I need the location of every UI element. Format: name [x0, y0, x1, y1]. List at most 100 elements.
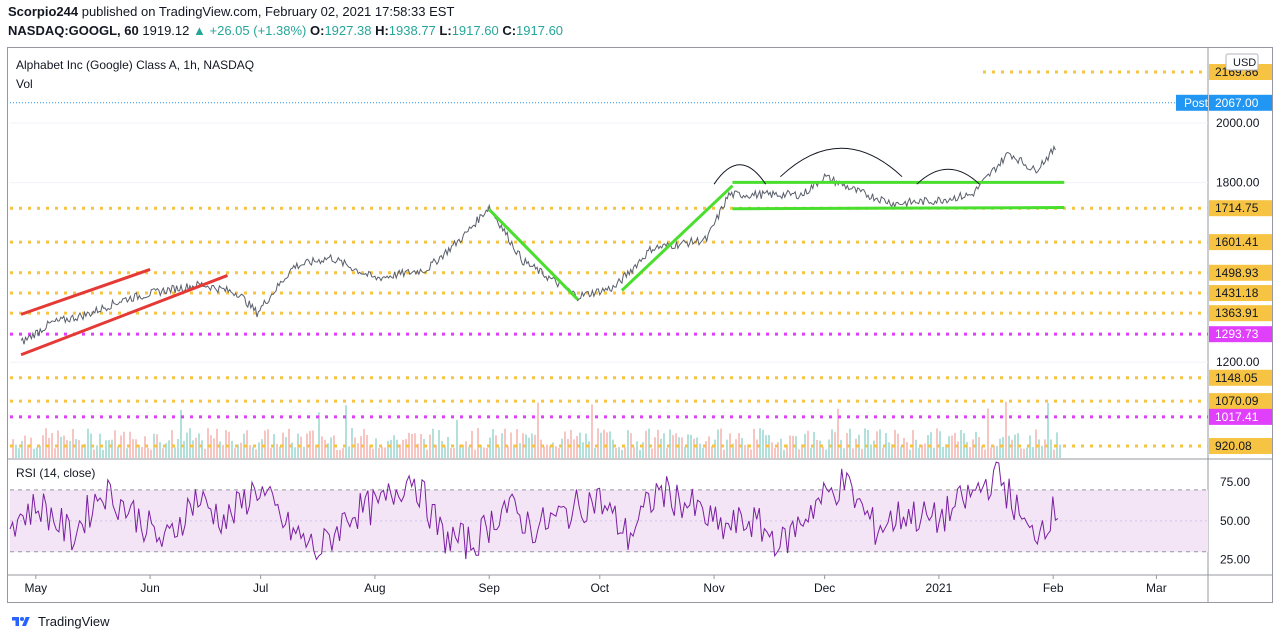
volume-bar [510, 432, 512, 458]
volume-bar [921, 444, 923, 458]
volume-bar [690, 434, 692, 458]
volume-bar [780, 438, 782, 458]
volume-bar [711, 446, 713, 458]
volume-bar [942, 446, 944, 458]
volume-bar [789, 435, 791, 458]
low-label: L: [439, 23, 452, 38]
volume-bar [699, 443, 701, 458]
volume-bar [636, 441, 638, 458]
footer-brand[interactable]: TradingView [38, 614, 110, 629]
volume-bar [657, 429, 659, 458]
volume-bar [57, 430, 59, 458]
tradingview-logo-icon[interactable] [10, 615, 32, 629]
volume-bar [663, 433, 665, 458]
rsi-axis-tick: 75.00 [1220, 475, 1250, 489]
author-name[interactable]: Scorpio244 [8, 4, 79, 19]
volume-bar [1044, 439, 1046, 458]
volume-bar [1011, 439, 1013, 458]
volume-bar [75, 439, 77, 458]
volume-bar [207, 428, 209, 458]
volume-bar [411, 433, 413, 458]
volume-bar [381, 446, 383, 458]
chart-frame[interactable]: 2169.86 1714.75 1601.41 1498.93 1431.18 1363.… [7, 47, 1273, 603]
volume-bar [87, 428, 89, 458]
volume-bar [468, 447, 470, 458]
volume-bar [594, 447, 596, 458]
rsi-series-line [9, 461, 1059, 561]
volume-bar [72, 428, 74, 458]
volume-bar [24, 435, 26, 458]
volume-bar [1038, 439, 1040, 458]
volume-bar [879, 429, 881, 458]
time-axis-tick: Mar [1146, 581, 1167, 595]
low-value: 1917.60 [451, 23, 499, 38]
volume-bar [255, 449, 257, 458]
chart-canvas[interactable]: 2169.861714.751601.411498.931431.181363.… [8, 48, 1272, 602]
volume-bar [69, 440, 71, 458]
volume-bar [582, 442, 584, 458]
post-badge [1176, 94, 1208, 111]
volume-bar [1047, 402, 1049, 458]
volume-bar [204, 448, 206, 458]
volume-bar [444, 446, 446, 458]
volume-bar [378, 448, 380, 458]
volume-bar [330, 437, 332, 458]
open-value: 1927.38 [324, 23, 372, 38]
volume-bar [489, 437, 491, 458]
volume-bar [312, 430, 314, 458]
trend-line [20, 268, 151, 316]
volume-bar [285, 437, 287, 458]
trend-line [20, 274, 229, 357]
volume-bar [645, 430, 647, 458]
volume-bar [717, 429, 719, 458]
volume-bar [39, 445, 41, 458]
volume-bar [450, 447, 452, 458]
volume-bar [339, 449, 341, 458]
price-level-badge [1209, 264, 1272, 281]
volume-bar [819, 440, 821, 458]
volume-bar [288, 428, 290, 458]
volume-bar [777, 442, 779, 458]
volume-bar [966, 441, 968, 458]
close-label: C: [502, 23, 517, 38]
time-axis-tick: Oct [590, 581, 609, 595]
volume-bar [192, 440, 194, 458]
volume-bar [591, 404, 593, 458]
price-level-label: 1293.73 [1215, 327, 1259, 341]
volume-bar [417, 443, 419, 458]
volume-bar [720, 428, 722, 458]
volume-bar [1005, 401, 1007, 458]
volume-bar [426, 449, 428, 458]
volume-bar [246, 430, 248, 458]
volume-bar [201, 440, 203, 458]
volume-bar [375, 438, 377, 458]
currency-box [1225, 53, 1259, 71]
header-published-line: Scorpio244 published on TradingView.com,… [8, 4, 454, 19]
volume-bar [162, 448, 164, 458]
volume-bar [639, 449, 641, 458]
time-axis-tick: Dec [814, 581, 835, 595]
volume-bar [396, 439, 398, 458]
volume-bar [33, 448, 35, 458]
price-axis-tick: 1200.00 [1216, 355, 1260, 369]
high-value: 1938.77 [388, 23, 436, 38]
volume-bar [102, 449, 104, 458]
volume-bar [540, 439, 542, 458]
volume-bar [141, 446, 143, 458]
post-price-badge [1209, 94, 1272, 111]
volume-bar [507, 446, 509, 458]
volume-bar [732, 443, 734, 458]
volume-bar [42, 435, 44, 458]
volume-bar [702, 447, 704, 458]
rsi-axis-tick: 50.00 [1220, 514, 1250, 528]
volume-bar [219, 441, 221, 458]
volume-bar [972, 439, 974, 458]
volume-bar [399, 444, 401, 458]
volume-bar [654, 437, 656, 458]
price-level-label: 1363.91 [1215, 306, 1259, 320]
volume-bar [744, 444, 746, 458]
volume-bar [315, 444, 317, 458]
volume-bar [741, 438, 743, 458]
volume-bar [36, 447, 38, 458]
volume-bar [108, 439, 110, 458]
